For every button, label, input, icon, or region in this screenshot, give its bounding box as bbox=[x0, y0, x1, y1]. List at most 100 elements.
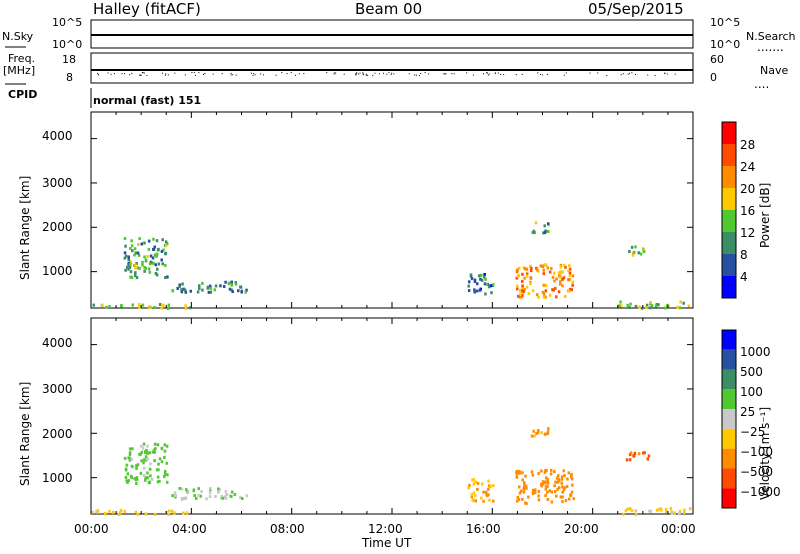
echo-cell bbox=[91, 510, 94, 514]
echo-cell bbox=[541, 290, 545, 294]
nave-point bbox=[303, 73, 305, 75]
power-cb-tick: 28 bbox=[740, 138, 756, 152]
echo-cell bbox=[525, 486, 528, 490]
velocity-cb-tick: 500 bbox=[740, 365, 763, 379]
echo-cell bbox=[543, 231, 547, 235]
echo-cell bbox=[476, 487, 479, 491]
nave-point bbox=[114, 73, 116, 75]
echo-cell bbox=[488, 498, 491, 502]
echo-cell bbox=[135, 261, 138, 265]
echo-cell bbox=[617, 304, 621, 308]
echo-cell bbox=[151, 256, 155, 260]
echo-cell bbox=[141, 303, 145, 307]
echo-cell bbox=[482, 499, 485, 503]
nave-point bbox=[674, 73, 676, 75]
echo-cell bbox=[563, 486, 567, 490]
echo-cell bbox=[182, 511, 185, 515]
echo-cell bbox=[646, 457, 650, 461]
echo-cell bbox=[559, 265, 563, 269]
echo-cell bbox=[536, 268, 539, 272]
nsky-tick-low: 10^0 bbox=[52, 38, 83, 51]
echo-cell bbox=[533, 434, 536, 438]
echo-cell bbox=[559, 495, 563, 499]
echo-cell bbox=[239, 285, 242, 289]
echo-cell bbox=[131, 249, 134, 253]
nave-point bbox=[666, 73, 668, 75]
nave-point bbox=[355, 73, 357, 75]
nave-point bbox=[140, 74, 142, 76]
echo-cell bbox=[158, 479, 161, 483]
echo-cell bbox=[467, 486, 470, 490]
nave-point bbox=[294, 74, 296, 76]
nave-point bbox=[193, 72, 195, 74]
echo-cell bbox=[485, 493, 488, 497]
echo-cell bbox=[144, 512, 148, 516]
echo-cell bbox=[164, 263, 167, 267]
echo-cell bbox=[221, 496, 225, 500]
echo-cell bbox=[516, 274, 520, 278]
echo-cell bbox=[180, 487, 184, 491]
nave-point bbox=[355, 73, 357, 75]
echo-cell bbox=[547, 427, 550, 431]
power-cb-tick: 24 bbox=[740, 160, 756, 174]
echo-cell bbox=[571, 274, 575, 278]
echo-cell bbox=[153, 253, 157, 257]
echo-cell bbox=[483, 272, 486, 276]
echo-cell bbox=[131, 303, 134, 307]
echo-cell bbox=[532, 488, 535, 492]
echo-cell bbox=[520, 293, 524, 297]
echo-cell bbox=[521, 290, 524, 294]
echo-cell bbox=[165, 444, 169, 448]
echo-cell bbox=[535, 293, 539, 297]
cpid-label: CPID bbox=[8, 88, 38, 101]
nave-point bbox=[415, 74, 417, 76]
echo-cell bbox=[529, 276, 533, 280]
echo-cell bbox=[552, 288, 555, 292]
nave-point bbox=[139, 74, 141, 76]
echo-cell bbox=[634, 304, 638, 308]
echo-cell bbox=[160, 258, 163, 262]
nave-point bbox=[334, 72, 336, 74]
echo-cell bbox=[546, 266, 550, 270]
echo-cell bbox=[160, 306, 163, 310]
echo-cell bbox=[467, 289, 471, 293]
echo-cell bbox=[208, 284, 212, 288]
echo-cell bbox=[535, 432, 538, 436]
echo-cell bbox=[626, 303, 629, 307]
echo-cell bbox=[234, 282, 238, 286]
echo-cell bbox=[523, 267, 527, 271]
echo-cell bbox=[153, 450, 156, 454]
colorbar-swatch bbox=[722, 448, 736, 469]
echo-cell bbox=[540, 431, 543, 435]
echo-cell bbox=[489, 485, 492, 489]
echo-cell bbox=[155, 468, 159, 472]
echo-cell bbox=[630, 509, 634, 513]
echo-cell bbox=[136, 512, 139, 516]
echo-cell bbox=[649, 306, 652, 310]
colorbar-swatch bbox=[722, 369, 736, 390]
echo-cell bbox=[156, 248, 160, 252]
echo-cell bbox=[546, 485, 549, 489]
echo-cell bbox=[546, 478, 550, 482]
freq-label: Freq. bbox=[8, 52, 36, 65]
echo-cell bbox=[189, 289, 193, 293]
echo-cell bbox=[201, 281, 204, 285]
nave-point bbox=[597, 72, 599, 74]
echo-cell bbox=[569, 493, 573, 497]
echo-cell bbox=[487, 479, 490, 483]
echo-cell bbox=[554, 480, 557, 484]
nave-point bbox=[139, 74, 141, 76]
echo-cell bbox=[650, 304, 654, 308]
echo-cell bbox=[197, 284, 201, 288]
nave-point bbox=[298, 73, 300, 75]
nave-point bbox=[221, 73, 223, 75]
echo-cell bbox=[146, 451, 149, 455]
echo-cell bbox=[541, 482, 545, 486]
echo-cell bbox=[163, 469, 167, 473]
echo-cell bbox=[571, 283, 574, 287]
nave-point bbox=[589, 72, 591, 74]
echo-cell bbox=[167, 509, 171, 513]
echo-cell bbox=[129, 263, 132, 267]
echo-cell bbox=[160, 249, 164, 253]
echo-cell bbox=[570, 477, 574, 481]
